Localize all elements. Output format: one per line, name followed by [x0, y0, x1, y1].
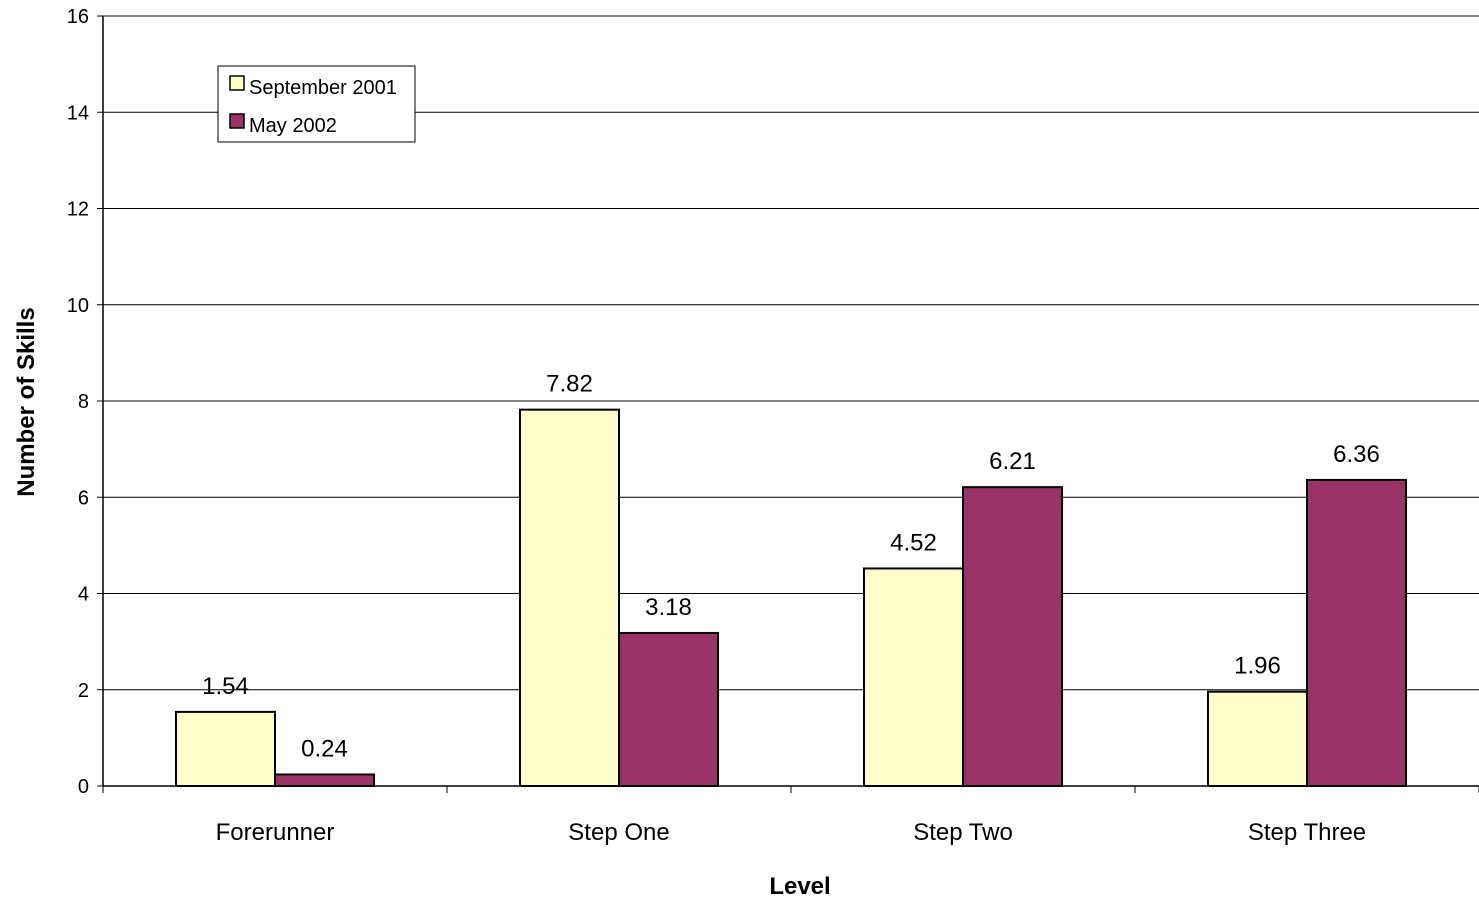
y-tick-label-12: 12: [67, 199, 89, 221]
y-tick-label-0: 0: [78, 776, 89, 798]
x-tick-label-step-three: Step Three: [1248, 819, 1366, 846]
bar-september-2001-step-two: [863, 567, 964, 787]
y-tick-label-10: 10: [67, 295, 89, 317]
labels: 0 2 4 6 8 10 12 14 16 1.54 7.82 4.52 1.96 0.24 3.18 6.2…: [67, 6, 1380, 846]
y-tick-label-8: 8: [78, 391, 89, 413]
x-tick-label-step-two: Step Two: [913, 819, 1013, 846]
y-tick-label-14: 14: [67, 102, 89, 124]
legend-label-september-2001: September 2001: [249, 77, 397, 99]
legend-label-may-2002: May 2002: [249, 115, 337, 137]
bar-may-2002-step-one: [618, 631, 719, 788]
x-tick-label-step-one: Step One: [568, 819, 669, 846]
y-tick-label-2: 2: [78, 680, 89, 702]
data-label: 7.82: [546, 371, 593, 398]
bar-may-2002-forerunner: [274, 773, 375, 788]
bar-may-2002-step-two: [962, 486, 1063, 787]
data-label: 0.24: [301, 735, 348, 762]
y-tick-label-4: 4: [78, 584, 89, 606]
y-tick-label-6: 6: [78, 487, 89, 509]
y-tick-label-16: 16: [67, 6, 89, 28]
legend-box: [217, 65, 416, 143]
data-label: 1.54: [202, 673, 249, 700]
legend-swatch-may-2002: [229, 113, 245, 129]
bar-may-2002-step-three: [1306, 478, 1407, 787]
bar-september-2001-forerunner: [175, 710, 276, 788]
data-label: 6.36: [1333, 441, 1380, 468]
data-label: 1.96: [1234, 653, 1281, 680]
bars: [175, 408, 1407, 788]
data-label: 3.18: [645, 594, 692, 621]
bar-september-2001-step-one: [519, 408, 620, 787]
bar-september-2001-step-three: [1207, 690, 1308, 787]
legend: September 2001 May 2002: [217, 65, 416, 143]
data-label: 4.52: [890, 529, 937, 556]
data-label: 6.21: [989, 448, 1036, 475]
x-axis-title: Level: [769, 873, 830, 900]
axes: [97, 15, 1479, 793]
legend-swatch-september-2001: [229, 75, 245, 91]
x-tick-label-forerunner: Forerunner: [216, 819, 335, 846]
y-axis-title: Number of Skills: [13, 307, 40, 496]
